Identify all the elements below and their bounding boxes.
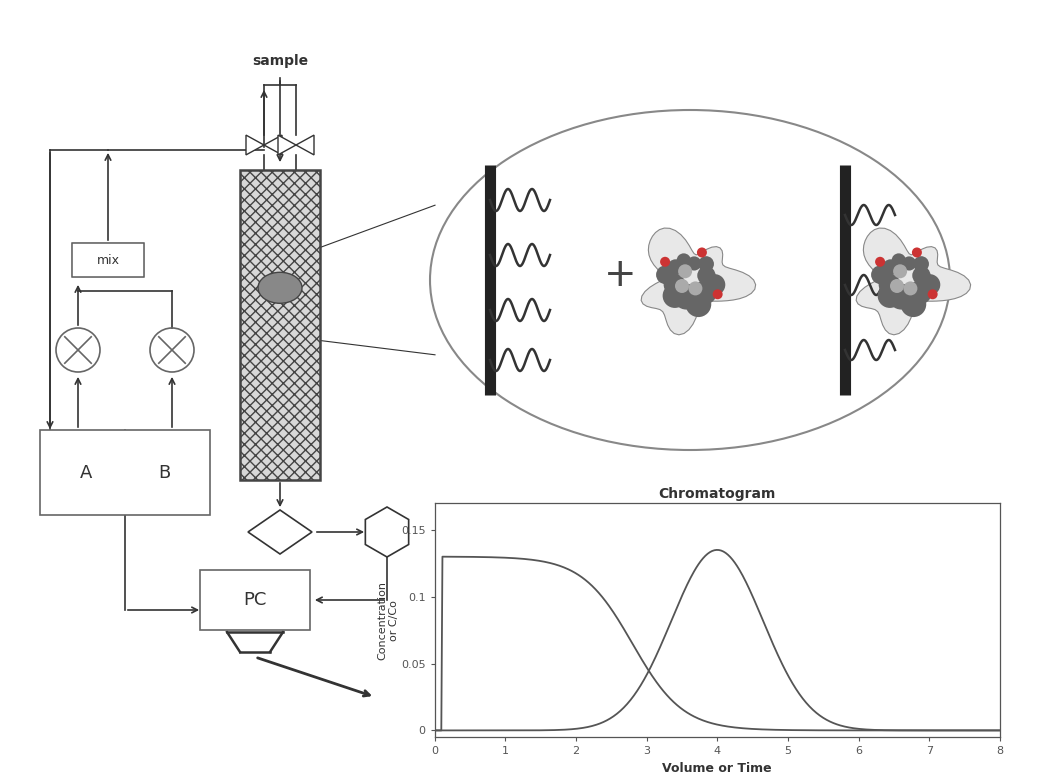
Polygon shape — [856, 228, 971, 335]
Circle shape — [877, 283, 903, 308]
Circle shape — [878, 274, 900, 296]
Polygon shape — [641, 228, 756, 335]
Text: A: A — [80, 463, 92, 481]
Circle shape — [663, 283, 687, 308]
Circle shape — [664, 274, 686, 296]
Circle shape — [928, 289, 938, 300]
Circle shape — [912, 247, 922, 257]
Polygon shape — [246, 135, 264, 155]
FancyBboxPatch shape — [240, 170, 320, 480]
Circle shape — [678, 264, 692, 278]
Circle shape — [689, 282, 703, 296]
Circle shape — [919, 274, 940, 296]
Ellipse shape — [258, 272, 302, 303]
Circle shape — [890, 279, 904, 293]
Polygon shape — [264, 135, 282, 155]
Text: +: + — [604, 256, 637, 294]
Circle shape — [908, 281, 932, 304]
Text: B: B — [158, 463, 171, 481]
Circle shape — [656, 265, 674, 284]
Circle shape — [675, 279, 689, 293]
Polygon shape — [365, 507, 408, 557]
Circle shape — [913, 256, 929, 271]
Circle shape — [875, 257, 885, 267]
Circle shape — [893, 264, 907, 278]
Circle shape — [871, 265, 890, 284]
Circle shape — [693, 281, 717, 304]
Circle shape — [676, 254, 691, 268]
Circle shape — [888, 284, 914, 310]
Text: sample: sample — [252, 54, 308, 68]
Circle shape — [697, 266, 715, 285]
Circle shape — [704, 274, 726, 296]
Circle shape — [713, 289, 722, 300]
Circle shape — [668, 259, 684, 275]
Title: Chromatogram: Chromatogram — [659, 487, 776, 501]
FancyBboxPatch shape — [200, 570, 310, 630]
Circle shape — [892, 254, 906, 268]
Polygon shape — [296, 135, 314, 155]
Circle shape — [686, 292, 711, 317]
FancyBboxPatch shape — [40, 430, 210, 515]
Text: PC: PC — [243, 591, 267, 609]
Circle shape — [912, 266, 931, 285]
Y-axis label: Concentration
or C/Co: Concentration or C/Co — [378, 580, 400, 660]
Circle shape — [673, 284, 699, 310]
Circle shape — [904, 282, 917, 296]
Text: mix: mix — [96, 254, 119, 267]
Circle shape — [687, 257, 701, 271]
X-axis label: Volume or Time: Volume or Time — [663, 762, 772, 775]
Circle shape — [903, 257, 916, 271]
Circle shape — [698, 256, 714, 271]
Circle shape — [900, 292, 927, 317]
Circle shape — [697, 247, 707, 257]
FancyBboxPatch shape — [72, 243, 144, 277]
Ellipse shape — [430, 110, 950, 450]
Circle shape — [660, 257, 670, 267]
Polygon shape — [279, 135, 296, 155]
Polygon shape — [248, 510, 312, 554]
Circle shape — [883, 259, 898, 275]
